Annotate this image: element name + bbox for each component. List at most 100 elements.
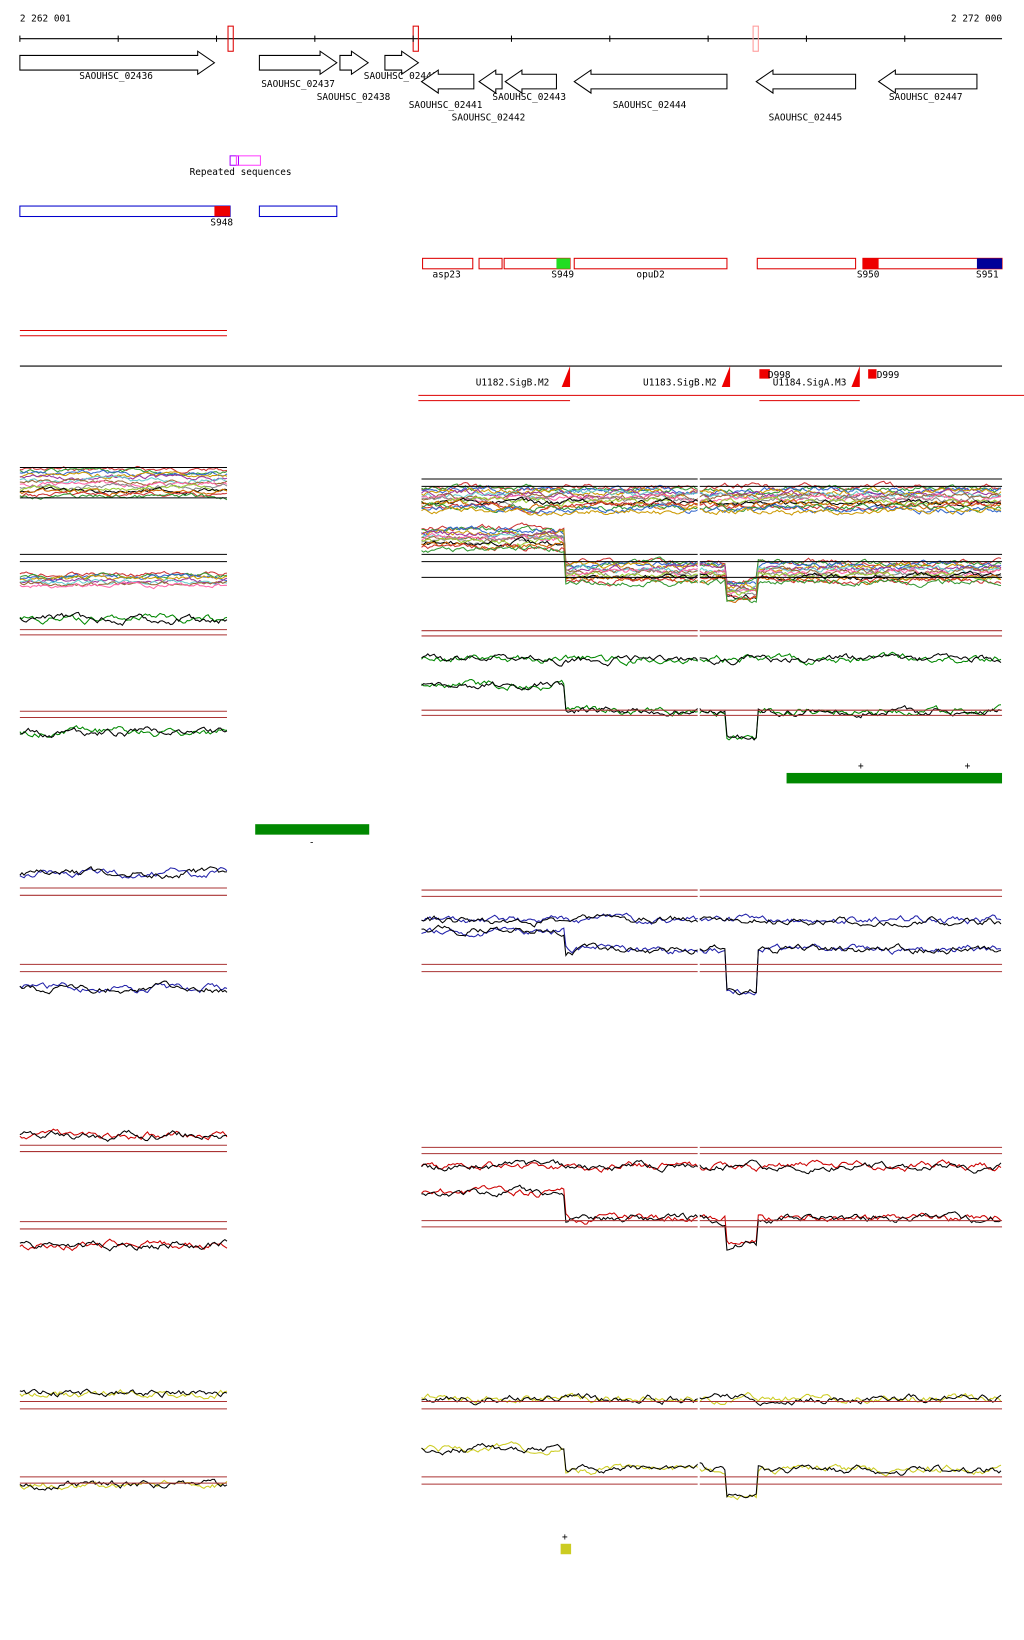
promoter-label: U1184.SigA.M3: [773, 377, 847, 388]
promoter-box: [759, 369, 770, 379]
signal-line: [19, 471, 228, 480]
gene-label: SAOUHSC_02442: [452, 113, 526, 124]
signal-line: [19, 574, 228, 582]
signal-line: [421, 1441, 1002, 1501]
signal-line: [421, 1184, 1002, 1251]
strand-sign: +: [562, 1532, 568, 1543]
signal-line: [19, 483, 228, 493]
signal-line: [19, 1238, 228, 1252]
signal-line: [421, 488, 1002, 500]
promoter-label: U1183.SigB.M2: [643, 377, 717, 388]
signal-line: [421, 544, 1002, 604]
segment-fill: [214, 206, 231, 217]
segment-label: asp23: [432, 270, 460, 281]
signal-line: [19, 980, 228, 995]
gene-arrow: [19, 50, 216, 76]
segment-box: [19, 205, 231, 218]
signal-line: [19, 487, 228, 497]
signal-line: [421, 1159, 1002, 1175]
signal-line: [19, 1478, 228, 1491]
signal-line: [421, 1184, 1002, 1245]
ruler-start: 2 262 001: [20, 13, 71, 24]
signal-line: [19, 1129, 228, 1142]
promoter-flag: [721, 366, 731, 387]
signal-line: [19, 473, 228, 482]
signal-line: [19, 577, 228, 585]
signal-line: [421, 912, 1002, 925]
repeat-box: [229, 155, 240, 166]
gene-label: SAOUHSC_02447: [889, 92, 963, 103]
signal-line: [421, 651, 1002, 667]
marker: [752, 25, 759, 52]
strand-bar: [786, 772, 1003, 784]
signal-line: [421, 532, 1002, 595]
segment-label: S949: [551, 270, 574, 281]
signal-line: [421, 926, 1002, 996]
signal-line: [421, 485, 1002, 499]
signal-line: [421, 506, 1002, 517]
signal-line: [421, 480, 1002, 493]
signal-line: [19, 480, 228, 488]
segment-fill: [976, 258, 1003, 269]
signal-line: [421, 491, 1002, 503]
signal-line: [19, 475, 228, 485]
signal-line: [421, 680, 1002, 741]
gene-arrow: [258, 50, 338, 76]
signal-line: [19, 866, 228, 880]
gene-arrow: [755, 69, 857, 95]
signal-line: [19, 982, 228, 994]
signal-line: [19, 578, 228, 586]
promoter-flag: [851, 366, 860, 387]
signal-line: [421, 1392, 1002, 1407]
marker: [227, 25, 234, 52]
segment-label: S950: [857, 270, 880, 281]
signal-line: [19, 581, 227, 590]
strand-bar: [255, 824, 370, 835]
signal-line: [421, 1159, 1002, 1173]
signal-line: [421, 1442, 1002, 1499]
signal-line: [19, 467, 228, 477]
signal-line: [421, 532, 1002, 593]
gene-label: SAOUHSC_02438: [317, 92, 391, 103]
signal-line: [19, 1388, 228, 1399]
signal-line: [19, 1479, 228, 1491]
repeat-box: [235, 155, 261, 166]
gene-label: SAOUHSC_02436: [79, 71, 153, 82]
signal-line: [19, 726, 228, 739]
promoter-flag: [561, 366, 571, 387]
gene-label: SAOUHSC_02445: [769, 113, 843, 124]
segment-fill: [556, 258, 571, 269]
signal-line: [19, 611, 228, 627]
ruler-end: 2 272 000: [951, 13, 1002, 24]
strand-square: [560, 1543, 572, 1555]
segment-box: [573, 257, 728, 270]
gene-arrow: [420, 69, 475, 95]
gene-arrow: [877, 69, 978, 95]
promoter-label: D999: [877, 370, 900, 381]
strand-sign: +: [965, 761, 971, 772]
signal-line: [421, 914, 1002, 928]
signal-line: [19, 1128, 228, 1141]
promoter-label: D998: [768, 370, 791, 381]
signal-line: [19, 492, 228, 501]
signal-line: [19, 612, 228, 626]
signal-line: [421, 541, 1002, 604]
signal-line: [421, 530, 1002, 591]
segment-label: opuD2: [636, 270, 664, 281]
strand-sign: +: [858, 761, 864, 772]
signal-line: [19, 465, 228, 474]
signal-line: [421, 1391, 1002, 1405]
gene-label: SAOUHSC_02437: [261, 79, 335, 90]
gene-label: SAOUHSC_02444: [613, 100, 687, 111]
gene-label: SAOUHSC_02443: [492, 92, 566, 103]
segment-label: S951: [976, 270, 999, 281]
signal-line: [421, 529, 1002, 589]
signal-line: [421, 496, 1002, 508]
segment-box: [756, 257, 857, 270]
signal-line: [19, 867, 228, 879]
gene-label: SAOUHSC_02441: [409, 100, 483, 111]
promoter-box: [868, 369, 877, 379]
segment-label: S948: [210, 217, 233, 228]
